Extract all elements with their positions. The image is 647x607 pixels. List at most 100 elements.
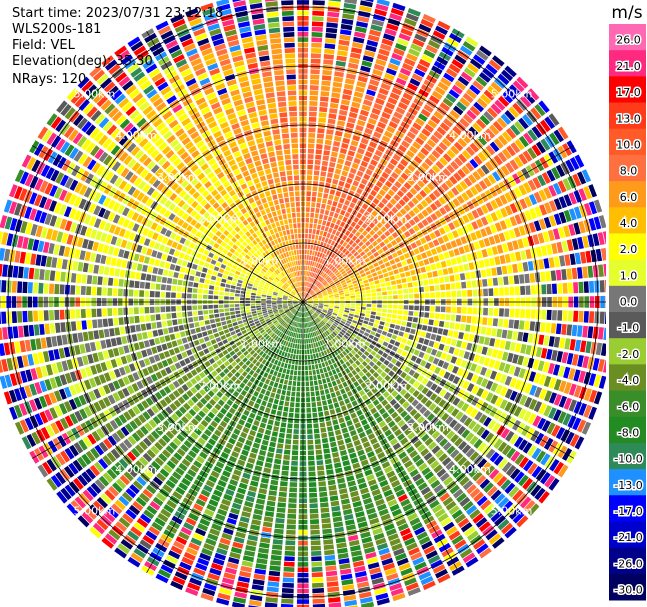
radar-gate xyxy=(463,244,470,253)
radar-gate xyxy=(404,213,412,221)
radar-gate xyxy=(282,384,287,390)
radar-gate xyxy=(282,577,295,583)
radar-gate xyxy=(379,278,385,283)
radar-gate xyxy=(318,481,326,487)
radar-gate xyxy=(332,276,338,281)
radar-gate xyxy=(263,516,274,523)
radar-gate xyxy=(333,290,338,293)
radar-gate xyxy=(317,122,326,129)
radar-gate xyxy=(504,482,516,494)
radar-gate xyxy=(265,597,278,603)
radar-gate xyxy=(519,320,525,330)
radar-gate xyxy=(505,430,515,442)
radar-gate xyxy=(497,441,508,453)
radar-gate xyxy=(353,260,360,266)
radar-gate xyxy=(311,566,323,572)
radar-gate xyxy=(324,226,329,232)
radar-gate xyxy=(333,254,338,260)
radar-gate xyxy=(396,211,403,219)
radar-gate xyxy=(332,201,338,207)
radar-gate xyxy=(335,537,346,544)
radar-gate xyxy=(445,179,454,188)
radar-gate xyxy=(191,334,198,341)
radar-gate xyxy=(349,429,357,437)
radar-gate xyxy=(465,272,471,280)
radar-gate xyxy=(580,251,587,264)
radar-gate xyxy=(255,460,264,467)
radar-gate xyxy=(603,327,606,340)
radar-gate xyxy=(313,331,317,337)
radar-gate xyxy=(378,547,390,556)
radar-gate xyxy=(573,310,579,322)
radar-gate xyxy=(354,353,360,359)
radar-gate xyxy=(312,272,315,278)
radar-gate xyxy=(479,114,491,126)
radar-gate xyxy=(423,186,431,195)
radar-gate xyxy=(478,336,485,345)
radar-gate xyxy=(263,467,271,474)
radar-gate xyxy=(304,249,307,255)
radar-gate xyxy=(328,602,342,607)
radar-gate xyxy=(340,376,346,383)
radar-gate xyxy=(338,558,350,565)
radar-gate xyxy=(308,289,312,294)
radar-gate xyxy=(469,158,479,169)
radar-gate xyxy=(305,293,308,298)
radar-gate xyxy=(361,303,366,307)
radar-gate xyxy=(342,584,355,591)
radar-gate xyxy=(377,259,384,265)
radar-gate xyxy=(315,353,319,358)
radar-gate xyxy=(355,231,361,238)
radar-gate xyxy=(312,181,319,187)
radar-gate xyxy=(418,571,432,581)
radar-gate xyxy=(351,47,362,54)
radar-gate xyxy=(268,490,277,496)
radar-gate xyxy=(305,287,308,292)
radar-gate xyxy=(391,479,401,488)
radar-gate xyxy=(428,153,437,163)
radar-gate xyxy=(355,152,363,160)
radar-gate xyxy=(557,126,569,140)
radar-gate xyxy=(485,368,493,378)
radar-gate xyxy=(453,248,460,256)
radar-gate xyxy=(413,215,421,224)
radar-gate xyxy=(372,364,379,371)
radar-gate xyxy=(292,354,296,360)
radar-gate xyxy=(381,399,389,407)
radar-gate xyxy=(306,295,311,299)
radar-gate xyxy=(403,182,412,190)
radar-gate xyxy=(243,385,250,392)
radar-gate xyxy=(341,18,354,25)
radar-gate xyxy=(452,397,461,406)
radar-gate xyxy=(396,220,404,228)
radar-gate xyxy=(605,295,606,309)
radar-gate xyxy=(322,309,328,312)
radar-gate xyxy=(296,386,301,392)
radar-gate xyxy=(217,341,224,347)
radar-gate xyxy=(308,322,311,328)
radar-gate xyxy=(366,122,375,130)
radar-gate xyxy=(304,260,306,265)
radar-gate xyxy=(374,149,383,157)
radar-gate xyxy=(247,317,253,321)
radar-gate xyxy=(370,311,376,315)
radar-gate xyxy=(314,385,319,391)
radar-gate xyxy=(469,142,480,153)
radar-gate xyxy=(461,150,472,160)
radar-gate xyxy=(451,84,463,95)
radar-gate xyxy=(309,223,313,229)
radar-gate xyxy=(240,326,246,331)
radar-gate xyxy=(304,344,307,350)
radar-gate xyxy=(308,365,312,371)
radar-gate xyxy=(313,380,318,386)
radar-gate xyxy=(322,310,327,313)
radar-gate xyxy=(376,360,383,367)
radar-gate xyxy=(178,345,185,352)
radar-gate xyxy=(471,374,479,383)
radar-gate xyxy=(356,477,366,485)
radar-gate xyxy=(371,272,378,277)
radar-gate xyxy=(419,305,425,311)
radar-gate xyxy=(310,244,314,250)
radar-gate xyxy=(428,192,437,201)
radar-gate xyxy=(445,314,451,321)
